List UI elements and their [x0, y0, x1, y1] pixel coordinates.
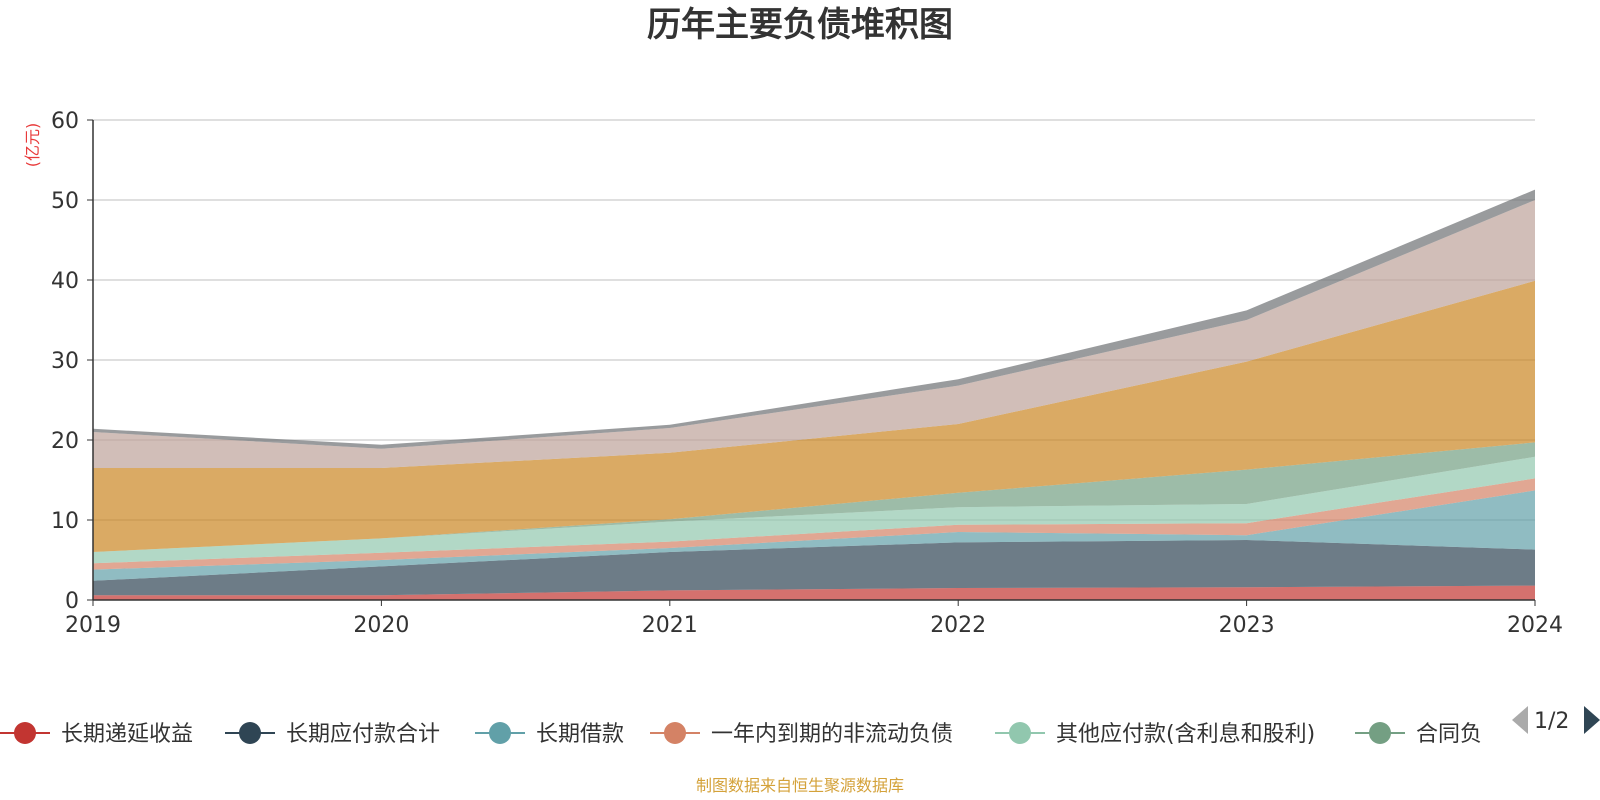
legend-circle-marker	[239, 722, 261, 744]
y-tick-label: 60	[51, 109, 79, 134]
y-tick-label: 50	[51, 189, 79, 214]
legend-label: 长期递延收益	[61, 722, 193, 747]
legend-item[interactable]: 长期应付款合计	[225, 722, 440, 747]
legend-item[interactable]: 一年内到期的非流动负债	[650, 722, 953, 747]
legend-label: 其他应付款(含利息和股利)	[1056, 722, 1315, 747]
chart-title: 历年主要负债堆积图	[647, 5, 953, 45]
legend-circle-marker	[1009, 722, 1031, 744]
legend: 长期递延收益 长期应付款合计 长期借款 一年内到期的非流动负债 其他应付款(含利息和股利…	[0, 722, 1482, 747]
x-tick-label: 2019	[65, 613, 121, 638]
legend-label: 一年内到期的非流动负债	[711, 722, 953, 747]
legend-label: 长期借款	[536, 722, 624, 747]
x-tick-label: 2022	[930, 613, 986, 638]
area-9[interactable]	[93, 189, 1535, 449]
y-tick-label: 10	[51, 509, 79, 534]
legend-circle-marker	[489, 722, 511, 744]
area-8[interactable]	[93, 200, 1535, 468]
legend-circle-marker	[14, 722, 36, 744]
x-tick-label: 2021	[642, 613, 698, 638]
legend-item[interactable]: 长期借款	[475, 722, 624, 747]
area-5[interactable]	[93, 456, 1535, 564]
y-axis-unit: (亿元)	[23, 123, 42, 168]
y-tick-label: 40	[51, 269, 79, 294]
y-tick-label: 20	[51, 429, 79, 454]
x-tick-label: 2023	[1219, 613, 1275, 638]
area-6[interactable]	[93, 442, 1535, 552]
area-2[interactable]	[93, 540, 1535, 596]
y-tick-label: 30	[51, 349, 79, 374]
next-page-icon[interactable]	[1584, 706, 1600, 734]
prev-page-icon[interactable]	[1512, 706, 1528, 734]
area-1[interactable]	[93, 585, 1535, 600]
legend-item[interactable]: 长期递延收益	[0, 722, 193, 747]
x-tick-label: 2024	[1507, 613, 1563, 638]
area-7[interactable]	[93, 280, 1535, 552]
x-tick-label: 2020	[353, 613, 409, 638]
legend-label: 合同负	[1416, 722, 1482, 747]
legend-item[interactable]: 其他应付款(含利息和股利)	[995, 722, 1315, 747]
legend-circle-marker	[1369, 722, 1391, 744]
area-4[interactable]	[93, 478, 1535, 570]
legend-circle-marker	[664, 722, 686, 744]
legend-item[interactable]: 合同负	[1355, 722, 1482, 747]
area-series	[93, 189, 1535, 600]
legend-page-indicator: 1/2	[1534, 709, 1569, 734]
legend-pager: 1/2	[1512, 706, 1600, 734]
data-source-note: 制图数据来自恒生聚源数据库	[696, 776, 904, 795]
y-tick-label: 0	[65, 589, 79, 614]
area-3[interactable]	[93, 490, 1535, 581]
legend-label: 长期应付款合计	[286, 722, 440, 747]
axes: 0 10 20 30 40 50 60 2019 2020 2021 2022 2023 2024	[51, 109, 1563, 638]
